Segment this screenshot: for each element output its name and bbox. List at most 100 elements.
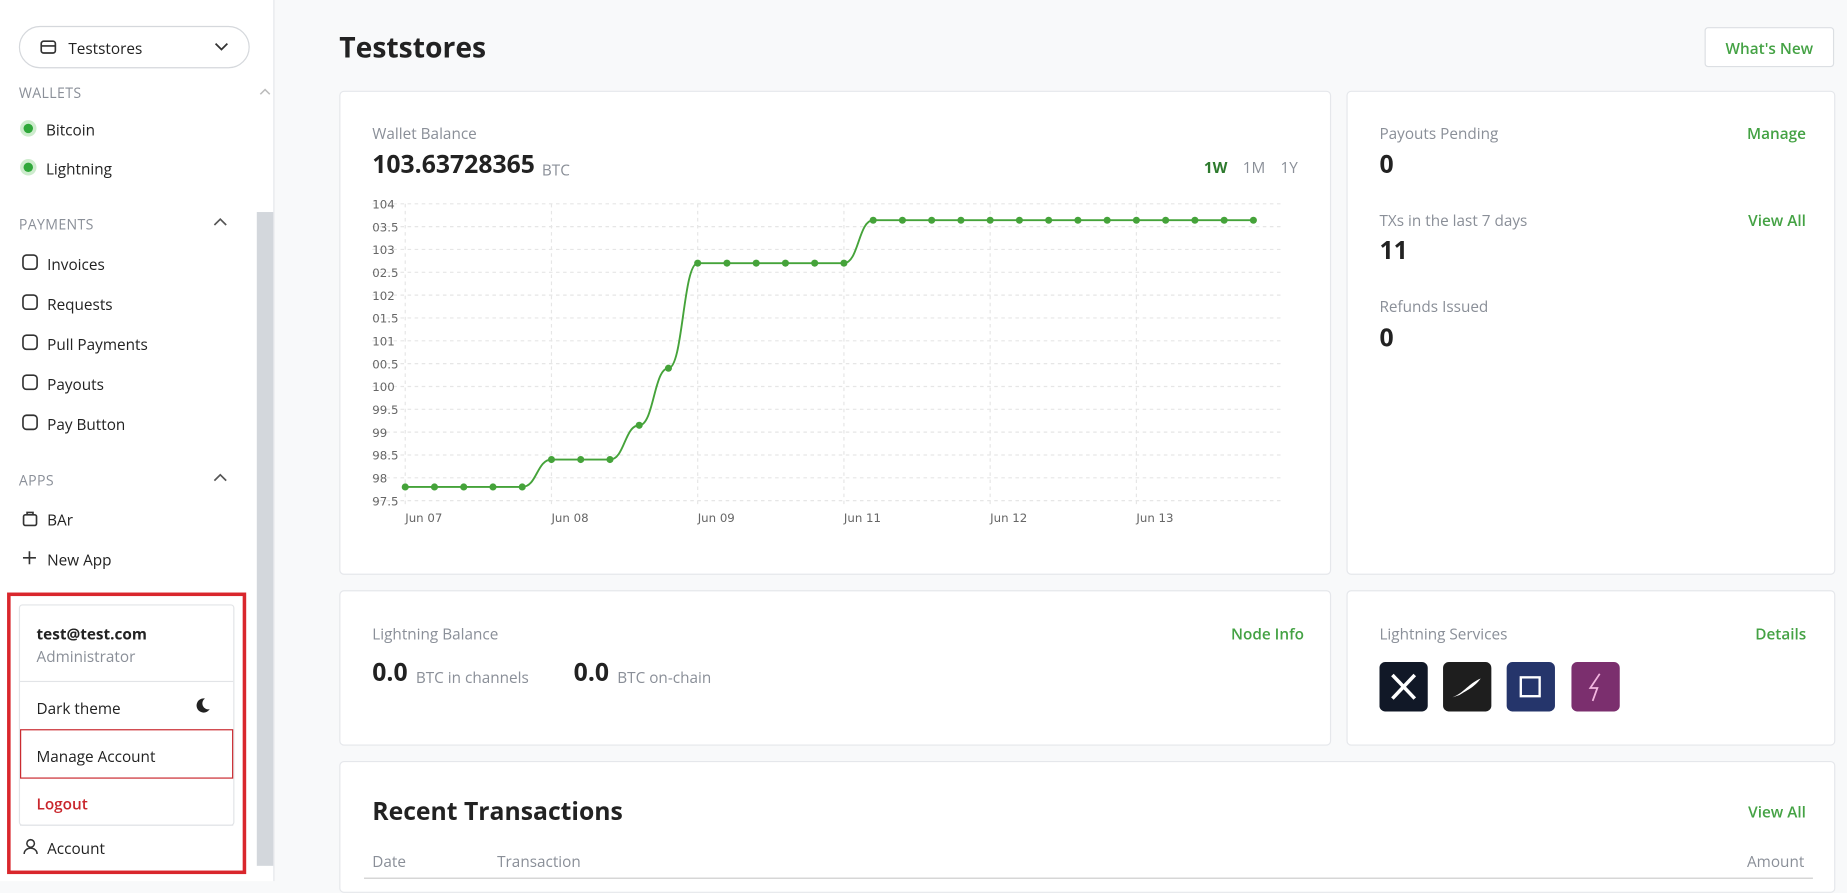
column-header: Transaction (497, 850, 581, 872)
divider (20, 680, 234, 683)
stat-label: Refunds Issued (1379, 295, 1489, 317)
nav-item[interactable]: Pay Button (47, 413, 126, 435)
y-tick-label: 00.5 (372, 357, 398, 371)
stat-value: 11 (1379, 234, 1408, 268)
store-icon (40, 40, 57, 54)
y-tick-label: 103 (372, 243, 394, 257)
service-icon[interactable] (1571, 662, 1620, 712)
y-tick-label: 01.5 (372, 312, 398, 326)
point (489, 483, 497, 491)
nav-icon (22, 334, 38, 351)
nav-item[interactable]: Requests (47, 293, 113, 315)
card-label: Lightning Services (1379, 623, 1508, 645)
card-link[interactable]: Details (1755, 623, 1807, 645)
point (606, 456, 614, 464)
balance: 103.63728365 (372, 148, 535, 182)
y-tick-label: 98 (372, 472, 387, 486)
point (1162, 216, 1170, 224)
point (1103, 216, 1111, 224)
nav-item[interactable]: Bitcoin (45, 118, 95, 141)
x-tick-label: Jun 09 (697, 511, 735, 525)
lightning-balance-card: Lightning Balance Node Info 0.0 BTC in c… (339, 590, 1332, 746)
section-title: PAYMENTS (18, 214, 94, 235)
y-tick-label: 101 (372, 335, 394, 349)
column-header: Amount (1746, 850, 1805, 872)
card-link[interactable]: Node Info (1231, 623, 1304, 645)
card-link[interactable]: View All (1748, 801, 1806, 823)
point (723, 259, 731, 267)
logout[interactable]: Logout (36, 792, 88, 814)
point (1015, 216, 1023, 224)
chart: 104 03.5 103 02.5 102 01.5 101 00.5 100 99.5 99 98.… (372, 198, 1282, 525)
point (547, 456, 556, 464)
point (577, 456, 585, 464)
menu-item[interactable]: Dark theme (36, 697, 121, 719)
nav-item[interactable]: Payouts (47, 373, 104, 395)
range-tab[interactable]: 1Y (1280, 156, 1298, 178)
balance: 0.0 (372, 656, 408, 690)
stat-value: 0 (1379, 148, 1394, 182)
point (1191, 216, 1199, 224)
store-selector[interactable]: Teststores (18, 25, 250, 69)
stat-link[interactable]: Manage (1746, 122, 1806, 144)
store-name: Teststores (68, 37, 143, 59)
plus-icon (22, 551, 36, 565)
x-tick-label: Jun 12 (989, 511, 1027, 525)
range-tab[interactable]: 1W (1203, 156, 1228, 178)
whats-new-button[interactable]: What's New (1704, 27, 1835, 68)
point (1220, 216, 1228, 224)
app-icon (22, 511, 38, 527)
point (460, 483, 468, 491)
range-tab[interactable]: 1M (1242, 156, 1266, 178)
point (781, 259, 789, 267)
point (664, 364, 672, 372)
y-tick-label: 98.5 (372, 449, 398, 463)
stats-card: Payouts Pending Manage 0 TXs in the last… (1346, 90, 1836, 575)
y-tick-label: 03.5 (372, 220, 398, 234)
y-tick-label: 104 (372, 198, 394, 212)
balance: 0.0 (573, 656, 610, 690)
status-dot (20, 159, 37, 176)
point (430, 483, 439, 491)
x-tick-label: Jun 11 (843, 511, 881, 525)
point (928, 216, 936, 224)
y-tick-label: 100 (372, 380, 394, 394)
nav-item[interactable]: BAr (47, 508, 73, 531)
line (405, 219, 1254, 488)
y-tick-label: 99.5 (372, 403, 398, 417)
column-header: Date (372, 850, 406, 872)
point (401, 483, 409, 491)
card-label: Lightning Balance (372, 623, 499, 645)
nav-item[interactable]: New App (47, 548, 112, 571)
lightning-services-card: Lightning Services Details (1346, 590, 1836, 746)
menu-item[interactable]: Manage Account (36, 745, 156, 767)
nav-item[interactable]: Lightning (45, 157, 112, 180)
nav-item[interactable]: Account (47, 837, 105, 859)
chevron (213, 473, 227, 482)
card-title: Recent Transactions (372, 795, 623, 829)
nav-icon (22, 294, 38, 311)
point (986, 216, 994, 224)
stat-link[interactable]: View All (1748, 209, 1806, 231)
moon-icon (196, 698, 210, 713)
unit: BTC in channels (415, 666, 529, 688)
x-tick-label: Jun 08 (550, 511, 588, 525)
service-icon[interactable] (1506, 662, 1555, 712)
point (898, 216, 906, 224)
highlight-box (7, 592, 247, 875)
account-email: test@test.com (36, 623, 147, 645)
divider (364, 877, 1813, 879)
chevron (214, 42, 228, 51)
y-tick-label: 99 (372, 426, 387, 440)
service-icon[interactable] (1443, 662, 1492, 712)
stat-label: Payouts Pending (1379, 122, 1499, 144)
nav-icon (22, 374, 38, 391)
nav-item[interactable]: Invoices (47, 253, 105, 275)
section-title: APPS (18, 470, 54, 491)
y-tick-label: 97.5 (372, 494, 398, 508)
divider (20, 824, 234, 826)
x-tick-label: Jun 07 (404, 511, 442, 525)
nav-item[interactable]: Pull Payments (47, 333, 148, 355)
stat-label: TXs in the last 7 days (1379, 209, 1528, 231)
wallet-card: Wallet Balance 103.63728365 BTC 1W 1M 1Y (339, 90, 1332, 575)
